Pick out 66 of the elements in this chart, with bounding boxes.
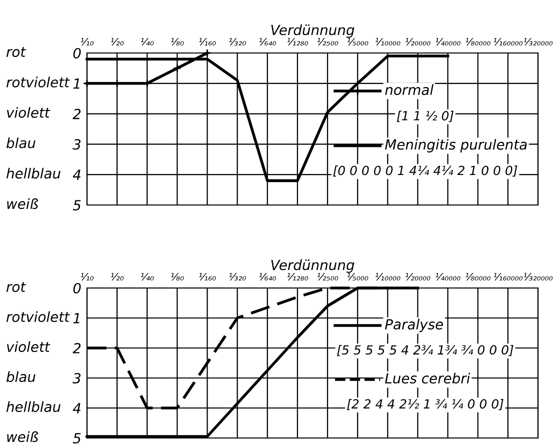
text: hellblau [6, 401, 60, 412]
text: violett [6, 107, 50, 118]
x-tick-label: ¹⁄₃₂₀₀₀₀ [524, 38, 553, 46]
x-tick-label: ¹⁄₃₂₀ [229, 272, 246, 281]
x-tick-label: ¹⁄₂₀ [110, 272, 124, 281]
text: weiß [7, 198, 38, 210]
x-tick-label: ¹⁄₂₅₀₀ [317, 38, 338, 46]
x-tick-label: ¹⁄₁₆₀₀₀₀ [494, 38, 523, 46]
x-tick-label: ¹⁄₈₀₀₀₀ [466, 272, 490, 281]
y-tick-label: 3 [72, 139, 81, 150]
x-tick-label: ¹⁄₁₆₀₀₀₀ [494, 272, 523, 281]
x-tick-label: ¹⁄₃₂₀₀₀₀ [524, 272, 553, 281]
x-tick-label: ¹⁄₂₀ [110, 38, 124, 46]
y-tick-label: 1 [73, 313, 80, 324]
legend-label: Lues cerebri [385, 372, 470, 384]
x-tick-label: ¹⁄₂₅₀₀ [317, 272, 338, 281]
x-tick-label: ¹⁄₄₀₀₀₀ [436, 38, 460, 46]
text: blau [6, 371, 36, 382]
x-tick-label: ¹⁄₁₀ [80, 272, 94, 281]
y-tick-label: 0 [73, 282, 81, 294]
y-tick-label: 4 [72, 403, 80, 414]
x-tick-label: ¹⁄₈₀ [171, 272, 184, 281]
y-tick-label: 0 [73, 48, 81, 58]
y-tick-label: 2 [72, 342, 81, 354]
x-tick-label: ¹⁄₁₀₀₀₀ [375, 272, 400, 281]
text: rotviolett [6, 311, 70, 322]
annotation: [0 0 0 0 0 1 4¼ 4¼ 2 1 0 0 0] [333, 166, 518, 177]
text: blau [6, 137, 36, 148]
text: hellblau [6, 168, 60, 179]
x-tick-label: ¹⁄₂₀₀₀₀ [406, 272, 430, 281]
x-tick-label: ¹⁄₈₀₀₀₀ [466, 38, 490, 46]
x-tick-label: ¹⁄₁₆₀ [199, 272, 216, 281]
x-axis-title: Verdünnung [271, 259, 354, 273]
x-tick-label: ¹⁄₂₀₀₀₀ [406, 38, 430, 46]
y-tick-label: 3 [72, 372, 81, 384]
legend-label: normal [385, 84, 434, 96]
x-axis-title: Verdünnung [271, 24, 354, 38]
x-tick-label: ¹⁄₅₀₀₀ [347, 38, 368, 46]
text: rotviolett [6, 76, 70, 88]
y-tick-label: 4 [72, 170, 80, 180]
x-tick-label: ¹⁄₁₆₀ [199, 38, 216, 46]
annotation: [2 2 4 4 2½ 1 ¾ ¼ 0 0 0] [347, 398, 504, 410]
x-tick-label: ¹⁄₆₄₀ [259, 38, 276, 46]
x-tick-label: ¹⁄₁₀₀₀₀ [375, 38, 400, 46]
text: weiß [7, 431, 38, 442]
legend-label: Paralyse [385, 318, 444, 332]
x-tick-label: ¹⁄₆₄₀ [259, 272, 276, 281]
annotation: [5 5 5 5 5 4 2¾ 1¾ ¾ 0 0 0] [337, 344, 514, 356]
x-tick-label: ¹⁄₄₀ [140, 272, 154, 281]
y-tick-label: 5 [72, 200, 81, 210]
x-tick-label: ¹⁄₄₀₀₀₀ [436, 272, 460, 281]
x-tick-label: ¹⁄₁₂₈₀ [287, 38, 308, 46]
annotation: [1 1 ½ 0] [396, 110, 454, 122]
y-tick-label: 1 [73, 78, 80, 89]
x-tick-label: ¹⁄₃₂₀ [229, 38, 246, 46]
x-tick-label: ¹⁄₁₂₈₀ [287, 272, 308, 281]
x-tick-label: ¹⁄₈₀ [171, 38, 184, 46]
legend-label: Meningitis purulenta [385, 139, 527, 152]
x-tick-label: ¹⁄₁₀ [80, 38, 94, 46]
x-tick-label: ¹⁄₅₀₀₀ [347, 272, 368, 281]
y-tick-label: 5 [72, 433, 81, 444]
y-tick-label: 2 [72, 108, 81, 120]
text: rot [6, 282, 26, 292]
text: violett [6, 341, 50, 352]
text: rot [6, 47, 26, 58]
x-tick-label: ¹⁄₄₀ [140, 38, 154, 46]
